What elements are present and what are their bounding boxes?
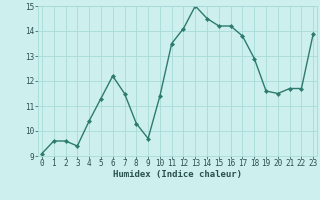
- X-axis label: Humidex (Indice chaleur): Humidex (Indice chaleur): [113, 170, 242, 179]
